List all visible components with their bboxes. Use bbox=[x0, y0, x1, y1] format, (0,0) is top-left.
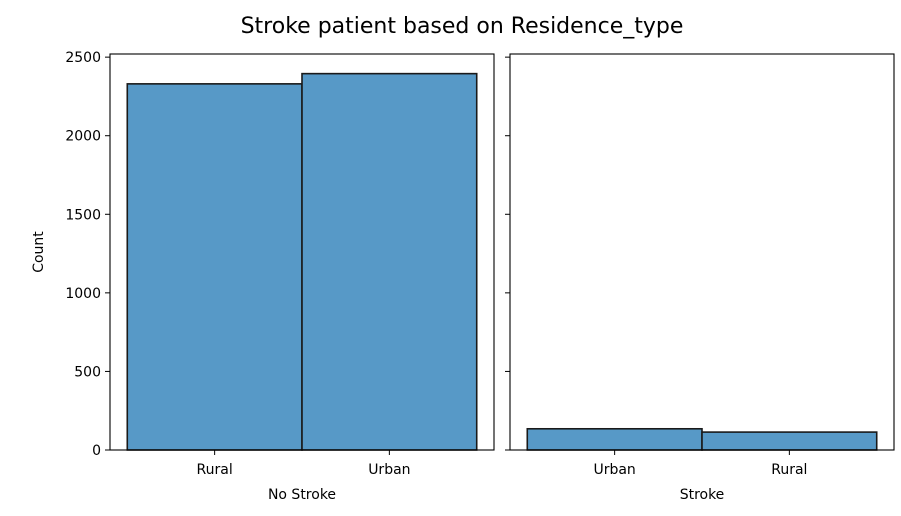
y-tick-label: 500 bbox=[74, 364, 101, 380]
y-tick-label: 1500 bbox=[65, 207, 101, 223]
y-tick-label: 2500 bbox=[65, 50, 101, 66]
x-tick-label: Rural bbox=[197, 462, 233, 478]
x-tick-label: Rural bbox=[771, 462, 807, 478]
figure-title: Stroke patient based on Residence_type bbox=[241, 14, 684, 39]
y-tick-label: 2000 bbox=[65, 129, 101, 145]
x-tick-label: Urban bbox=[593, 462, 635, 478]
bar-rural bbox=[701, 431, 878, 451]
y-tick-label: 1000 bbox=[65, 286, 101, 302]
chart-panel-2: Urban Rural Stroke bbox=[505, 53, 895, 503]
x-tick-label: Urban bbox=[368, 462, 410, 478]
bar-urban bbox=[301, 72, 478, 451]
y-tick-label: 0 bbox=[92, 443, 101, 459]
chart-panels: Rural Urban 0 500 1000 1500 2000 2500 No Stroke C… bbox=[31, 50, 895, 503]
y-axis-label: Count bbox=[31, 231, 47, 273]
axes-frame bbox=[109, 53, 495, 451]
chart-panel-1: Rural Urban 0 500 1000 1500 2000 2500 No Stroke C… bbox=[31, 50, 495, 503]
bar-urban bbox=[526, 427, 703, 451]
axes-frame bbox=[509, 53, 895, 451]
bar-rural bbox=[126, 83, 303, 451]
x-axis-label: Stroke bbox=[680, 487, 725, 503]
x-axis-label: No Stroke bbox=[268, 487, 336, 503]
